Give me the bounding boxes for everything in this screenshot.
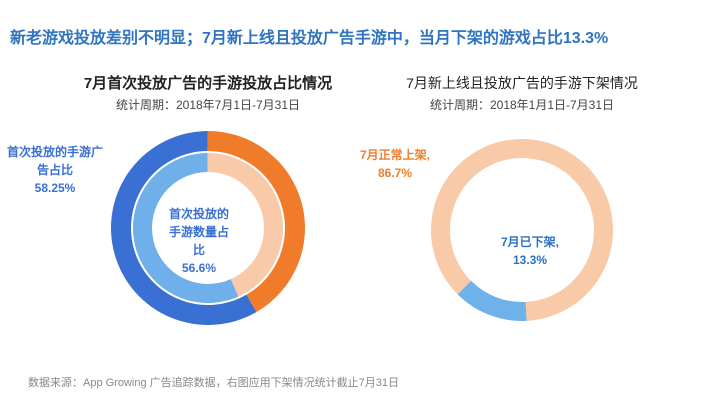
chart-title: 7月新上线且投放广告的手游下架情况 bbox=[406, 75, 638, 91]
donut-slice bbox=[133, 153, 239, 304]
slice-label: 7月已下架, 13.3% bbox=[488, 233, 572, 269]
chart-subtitle: 统计周期：2018年1月1日-7月31日 bbox=[430, 98, 614, 112]
slice-label: 首次投放的手游广告占比 58.25% bbox=[2, 143, 108, 197]
donut-slice bbox=[110, 131, 257, 325]
slice-value-label: 58.25% bbox=[34, 181, 76, 195]
slice-name: 首次投放的手游广告占比 bbox=[6, 145, 103, 177]
slice-value-label: 13.3% bbox=[512, 253, 548, 267]
slice-value-label: 56.6% bbox=[181, 261, 217, 275]
donut-slice bbox=[207, 131, 305, 313]
slice-label: 7月正常上架, 86.7% bbox=[335, 146, 455, 182]
slice-name: 7月正常上架, bbox=[359, 148, 430, 162]
source-note: 数据来源：App Growing 广告追踪数据，右图应用下架情况统计截止7月31… bbox=[28, 377, 399, 389]
donut-slice bbox=[457, 280, 527, 322]
slice-name: 7月已下架, bbox=[500, 235, 559, 249]
page-title: 新老游戏投放差别不明显；7月新上线且投放广告手游中，当月下架的游戏占比13.3% bbox=[10, 30, 609, 47]
slice-value-label: 86.7% bbox=[377, 166, 413, 180]
slice-label: 首次投放的手游数量占比 56.6% bbox=[165, 205, 233, 277]
donut-slice bbox=[431, 139, 613, 321]
donut-slice bbox=[207, 152, 283, 297]
chart-title: 7月首次投放广告的手游投放占比情况 bbox=[84, 74, 332, 92]
slice-name: 首次投放的手游数量占比 bbox=[168, 207, 229, 257]
chart-subtitle: 统计周期：2018年7月1日-7月31日 bbox=[116, 98, 300, 112]
